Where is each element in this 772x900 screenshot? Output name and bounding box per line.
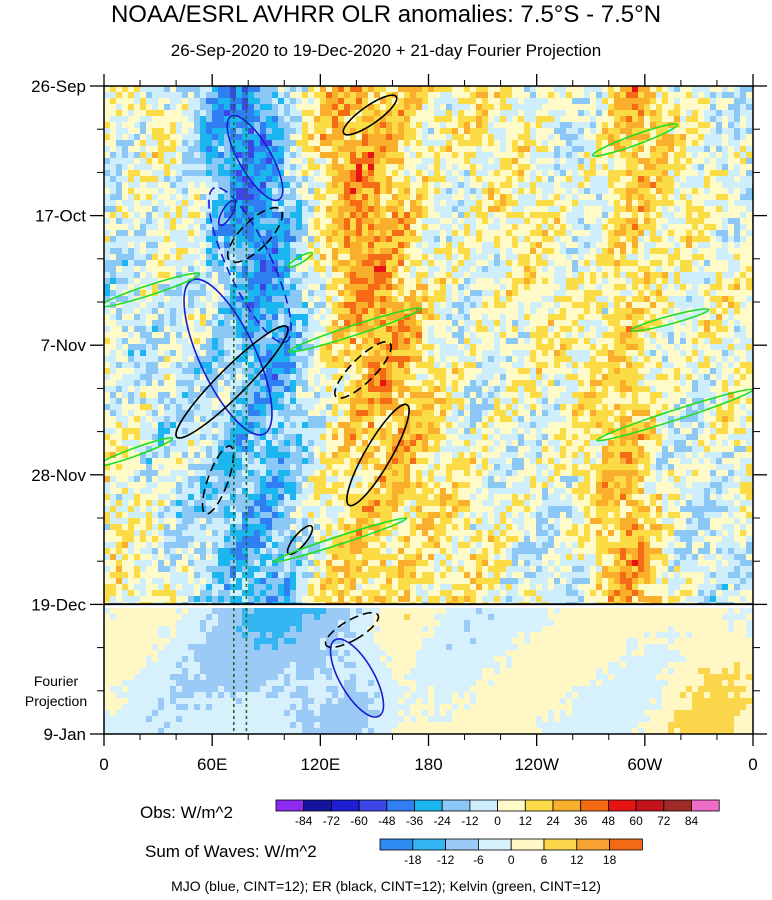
- colorbar-swatch: [576, 838, 610, 851]
- kelvin-contour: [104, 272, 201, 308]
- kelvin-contour: [104, 437, 174, 467]
- colorbar-swatch: [635, 799, 665, 812]
- y-tick-label: 17-Oct: [35, 207, 86, 226]
- colorbar-tick-label: 12: [570, 853, 584, 867]
- colorbar-swatch: [412, 838, 446, 851]
- obs-colorbar: -84 -72 -60 -48 -36 -24 -12 0 12 24 36 48 60 72 84: [275, 799, 720, 828]
- colorbar-swatch: [497, 799, 526, 812]
- mjo-contour: [226, 114, 284, 202]
- x-tick-label: 60E: [197, 755, 227, 774]
- y-tick-label: 28-Nov: [31, 466, 86, 485]
- chart-title: NOAA/ESRL AVHRR OLR anomalies: 7.5°S - 7…: [110, 1, 662, 28]
- kelvin-contour: [286, 251, 314, 269]
- er-contour: [324, 611, 380, 649]
- colorbar-swatch: [358, 799, 388, 812]
- colorbar-swatch: [386, 799, 415, 812]
- y-tick-label: 19-Dec: [31, 595, 86, 614]
- colorbar-tick-label: -72: [323, 814, 341, 828]
- x-tick-label: 0: [748, 755, 757, 774]
- colorbar-swatch: [609, 838, 643, 851]
- x-tick-label: 180: [414, 755, 442, 774]
- colorbar-swatch: [330, 799, 360, 812]
- colorbar-tick-label: -12: [437, 853, 455, 867]
- colorbar-swatch: [691, 799, 720, 812]
- kelvin-contour: [630, 308, 710, 332]
- colorbar-swatch: [445, 838, 479, 851]
- colorbar-swatch: [275, 799, 305, 812]
- colorbar-tick-label: 24: [546, 814, 560, 828]
- x-tick-label: 0: [99, 755, 108, 774]
- y-tick-label: 26-Sep: [31, 77, 86, 96]
- er-contour: [342, 94, 398, 136]
- x-tick-label: 120W: [514, 755, 558, 774]
- kelvin-contour: [272, 517, 408, 563]
- colorbar-swatch: [552, 799, 582, 812]
- wave-contours: [104, 94, 753, 718]
- colorbar-swatch: [477, 838, 512, 851]
- reference-lines: [233, 86, 248, 734]
- colorbar-tick-label: -6: [473, 853, 484, 867]
- colorbar-tick-label: 0: [508, 853, 515, 867]
- waves-colorbar-label: Sum of Waves: W/m^2: [145, 842, 317, 861]
- colorbar-swatch: [608, 799, 637, 812]
- projection-label: Fourier Projection: [25, 673, 87, 709]
- colorbar-tick-label: 18: [603, 853, 617, 867]
- colorbar-tick-label: -60: [350, 814, 368, 828]
- colorbar-swatch: [441, 799, 471, 812]
- colorbar-tick-label: 6: [541, 853, 548, 867]
- colorbar-swatch: [543, 838, 578, 851]
- colorbar-swatch: [510, 838, 545, 851]
- colorbar-tick-label: -84: [295, 814, 313, 828]
- waves-colorbar: -18 -12 -6 0 6 12 18: [379, 838, 643, 867]
- kelvin-contour: [287, 307, 423, 353]
- y-tick-label: 9-Jan: [43, 725, 86, 744]
- olr-anomaly-field: [104, 86, 753, 734]
- mjo-contour: [208, 186, 292, 344]
- colorbar-swatch: [303, 799, 332, 812]
- colorbar-swatch: [379, 838, 414, 851]
- x-tick-label: 60W: [627, 755, 662, 774]
- kelvin-contour: [591, 123, 679, 157]
- axes: 0 60E 120E 180 120W 60W 0 26-Sep 17-Oct 7-Nov 28-N…: [25, 74, 767, 774]
- colorbar-tick-label: 60: [629, 814, 643, 828]
- obs-colorbar-label: Obs: W/m^2: [140, 803, 233, 822]
- colorbar-tick-label: 48: [602, 814, 616, 828]
- colorbar-swatch: [469, 799, 498, 812]
- colorbar-swatch: [414, 799, 443, 812]
- chart-subtitle: 26-Sep-2020 to 19-Dec-2020 + 21-day Four…: [170, 41, 602, 60]
- colorbar-swatch: [580, 799, 609, 812]
- colorbar-tick-label: 36: [574, 814, 588, 828]
- colorbar-tick-label: -36: [406, 814, 424, 828]
- er-contour: [175, 325, 289, 439]
- colorbar-swatch: [524, 799, 554, 812]
- colorbar-tick-label: -18: [404, 853, 422, 867]
- colorbar-tick-label: 0: [494, 814, 501, 828]
- colorbar-tick-label: 72: [657, 814, 671, 828]
- colorbar-tick-label: -48: [378, 814, 396, 828]
- mjo-contour: [329, 638, 385, 718]
- colorbar-tick-label: 12: [519, 814, 533, 828]
- er-contour: [334, 341, 392, 399]
- footer-note: MJO (blue, CINT=12); ER (black, CINT=12)…: [171, 878, 601, 894]
- colorbar-tick-label: -12: [461, 814, 479, 828]
- colorbar-tick-label: -24: [434, 814, 452, 828]
- colorbar-tick-label: 84: [685, 814, 699, 828]
- y-tick-label: 7-Nov: [41, 336, 87, 355]
- er-contour: [201, 445, 235, 515]
- colorbar-swatch: [663, 799, 692, 812]
- er-contour: [346, 403, 410, 507]
- x-tick-label: 120E: [300, 755, 340, 774]
